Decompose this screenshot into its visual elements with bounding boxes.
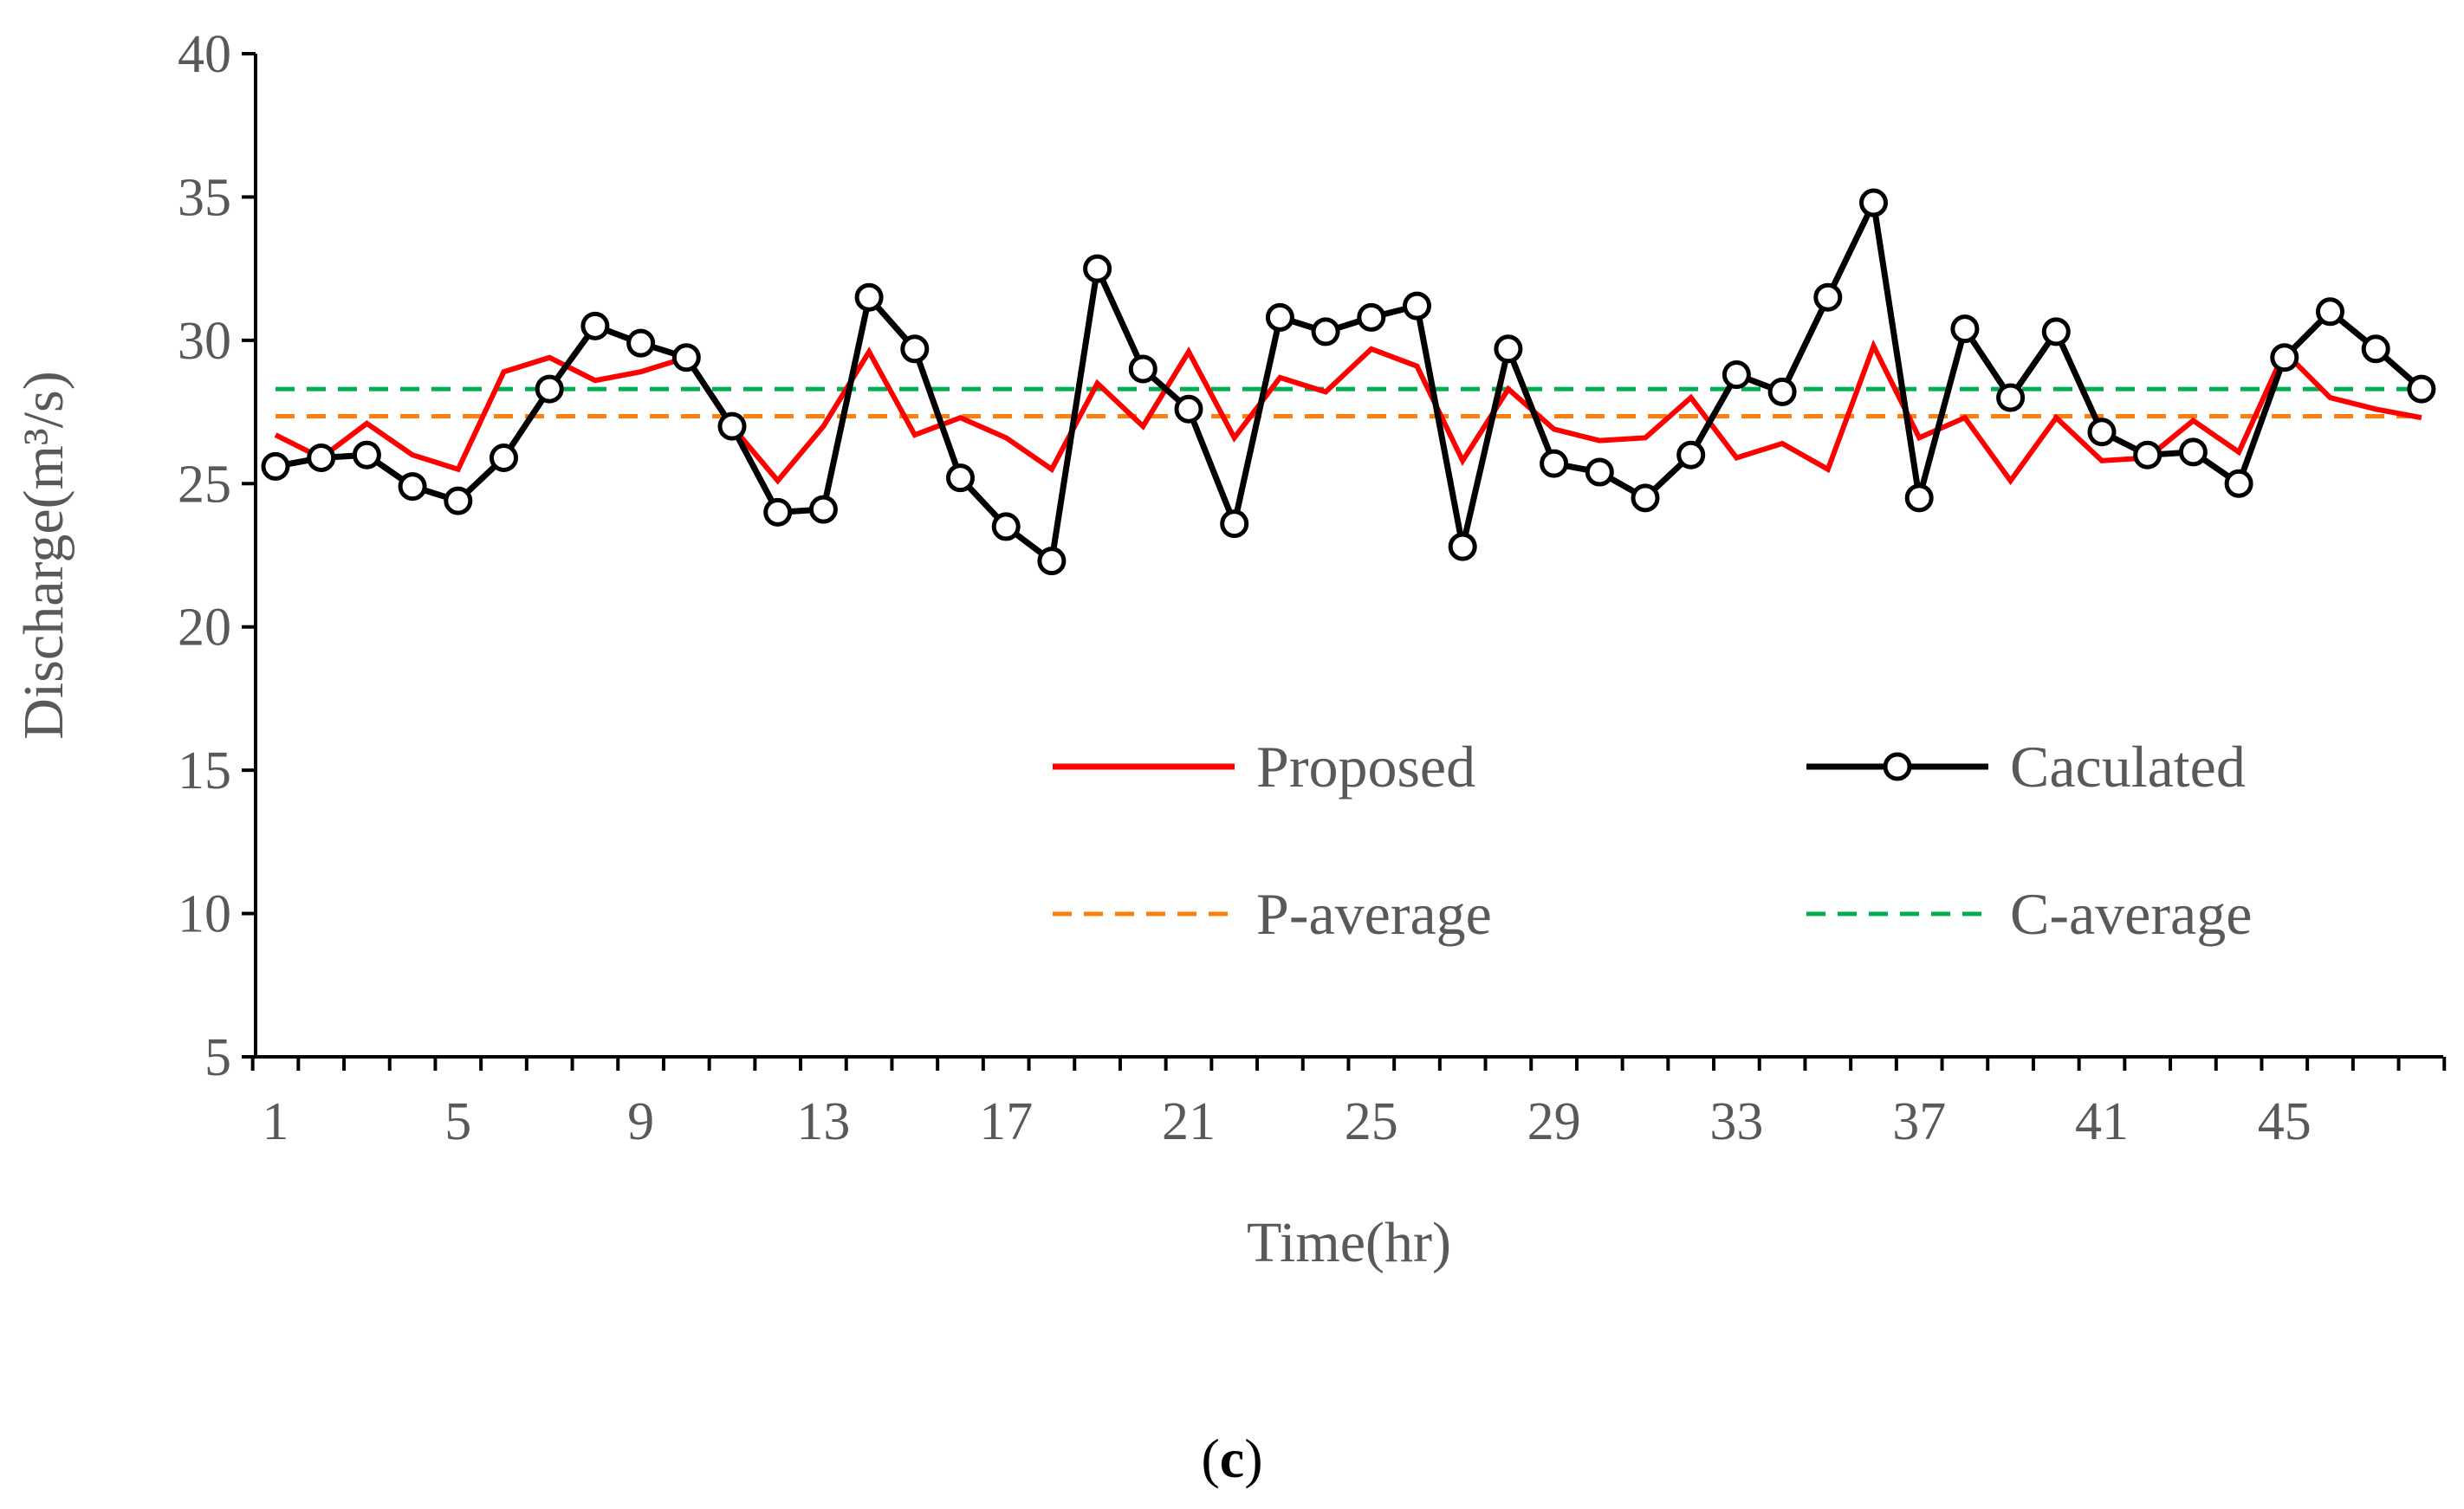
caculated-point: [1767, 377, 1797, 406]
caculated-point: [398, 472, 427, 502]
caculated-point: [900, 334, 930, 364]
x-axis-ticks: 1 5 9 13 17 21 25 29 33 37 41 45: [250, 1057, 2447, 1151]
caculated-point: [1676, 440, 1706, 470]
caculated-point: [1403, 291, 1431, 321]
caption-close-paren: ): [1244, 1428, 1262, 1489]
caculated-point: [1494, 334, 1523, 364]
caculated-point: [1540, 449, 1569, 478]
caculated-point: [671, 343, 701, 372]
caculated-point: [261, 451, 290, 481]
caculated-point: [2041, 317, 2071, 346]
caculated-point: [2133, 440, 2162, 470]
caculated-point: [1950, 314, 1980, 344]
x-tick-label: 29: [1527, 1092, 1581, 1151]
x-tick-label: 41: [2075, 1092, 2129, 1151]
caculated-point: [1813, 282, 1843, 312]
legend-marker-caculated: [1883, 752, 1912, 781]
caculated-point: [1859, 188, 1888, 217]
caculated-point: [991, 512, 1021, 541]
x-tick-label: 37: [1892, 1092, 1946, 1151]
caculated-point: [1128, 354, 1157, 384]
caption-letter: c: [1220, 1428, 1244, 1489]
caculated-point: [1722, 360, 1751, 390]
caculated-point: [535, 374, 564, 404]
caculated-point: [717, 411, 747, 441]
caculated-markers: [261, 188, 2436, 576]
y-tick-label: 20: [178, 599, 231, 657]
x-tick-label: 25: [1345, 1092, 1398, 1151]
caption-open-paren: (: [1201, 1428, 1219, 1489]
caculated-point: [2407, 374, 2436, 404]
x-tick-label: 45: [2258, 1092, 2312, 1151]
caculated-point: [854, 282, 884, 312]
caculated-point: [1996, 383, 2026, 412]
x-tick-label: 21: [1162, 1092, 1216, 1151]
average-lines: [276, 386, 2422, 419]
caculated-point: [352, 440, 381, 470]
caculated-point: [808, 495, 838, 524]
y-tick-label: 15: [178, 742, 231, 800]
legend-label-p-average: P-average: [1256, 881, 1492, 947]
x-tick-label: 17: [979, 1092, 1033, 1151]
caculated-point: [1357, 302, 1386, 332]
x-tick-label: 5: [444, 1092, 471, 1151]
x-tick-label: 33: [1709, 1092, 1763, 1151]
caculated-point: [1265, 302, 1294, 332]
x-tick-label: 1: [263, 1092, 289, 1151]
caculated-point: [763, 497, 793, 527]
caculated-point: [307, 444, 336, 473]
caculated-point: [1083, 254, 1112, 283]
y-axis-title: Discharge(m³/s): [12, 371, 75, 739]
caculated-point: [1448, 532, 1477, 561]
caculated-point: [946, 463, 975, 493]
y-tick-label: 25: [178, 455, 231, 514]
proposed-series-line: [274, 339, 2422, 486]
caculated-point: [444, 486, 473, 515]
caculated-point: [2224, 469, 2253, 498]
legend: Proposed Caculated P-average C-average: [1053, 734, 2252, 947]
caculated-point: [580, 311, 610, 340]
caculated-point: [2178, 437, 2208, 467]
caculated-point: [2087, 418, 2117, 447]
caculated-point: [626, 328, 656, 358]
y-tick-label: 35: [178, 168, 231, 227]
caculated-point: [490, 444, 518, 473]
legend-label-c-average: C-average: [2010, 881, 2252, 947]
caculated-point: [1220, 509, 1249, 539]
figure-caption: (c): [1201, 1428, 1262, 1489]
caculated-point: [1585, 457, 1614, 487]
caculated-point: [1174, 394, 1203, 424]
series-lines: [274, 192, 2424, 567]
y-tick-label: 40: [178, 25, 231, 84]
caculated-point: [1631, 483, 1660, 513]
x-axis-title: Time(hr): [1247, 1211, 1451, 1274]
caculated-point: [2316, 297, 2344, 327]
y-tick-label: 10: [178, 885, 231, 944]
caculated-point: [1037, 547, 1067, 576]
legend-label-caculated: Caculated: [2010, 734, 2246, 800]
caculated-point: [2361, 334, 2390, 364]
y-tick-label: 5: [204, 1028, 231, 1087]
caculated-point: [1904, 483, 1934, 513]
legend-label-proposed: Proposed: [1256, 734, 1475, 800]
caculated-point: [2270, 343, 2299, 372]
y-tick-label: 30: [178, 312, 231, 371]
x-tick-label: 13: [796, 1092, 850, 1151]
x-tick-label: 9: [627, 1092, 654, 1151]
caculated-point: [1311, 317, 1340, 346]
y-axis-ticks: 5 10 15 20 25 30 35 40: [178, 25, 256, 1087]
